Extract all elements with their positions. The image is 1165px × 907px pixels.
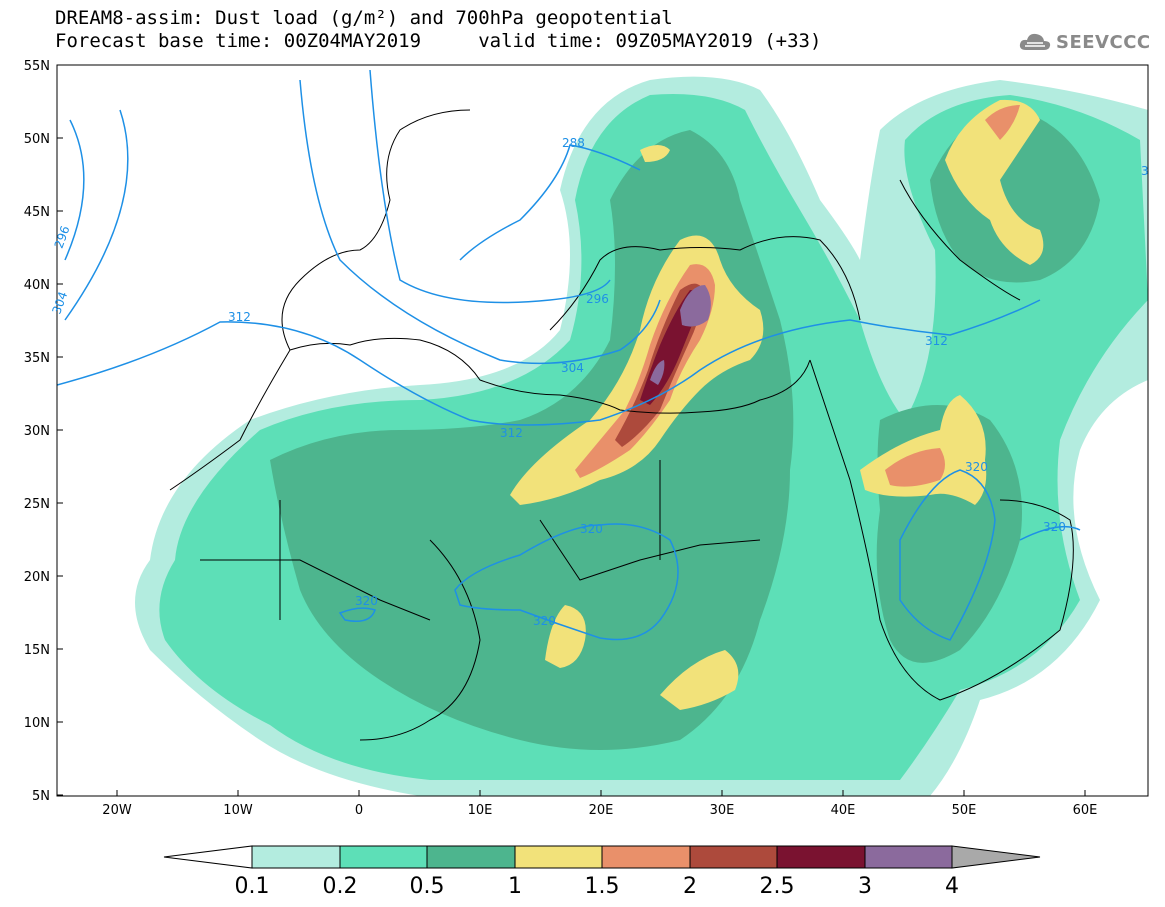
legend-label: 0.2 <box>323 874 358 899</box>
longitude-axis <box>116 790 1086 796</box>
contour-label: 296 <box>586 292 609 306</box>
lat-label: 20N <box>24 570 50 585</box>
lat-label: 5N <box>32 789 50 804</box>
lon-label: 10E <box>468 803 493 818</box>
legend-swatch <box>426 845 516 869</box>
coastlines <box>169 109 1074 741</box>
legend-swatch <box>864 845 953 869</box>
contour-label: 320 <box>355 594 378 608</box>
contour-label: 320 <box>580 522 603 536</box>
dust-field-1-hungary <box>640 145 670 162</box>
contour-label: 304 <box>561 361 584 375</box>
legend-swatch <box>514 845 603 869</box>
lat-label: 25N <box>24 497 50 512</box>
legend-label: 4 <box>945 874 959 899</box>
legend-swatch <box>601 845 691 869</box>
lon-label: 50E <box>952 803 977 818</box>
geopotential-contours <box>57 69 1081 641</box>
contour-labels: 296 304 312 288 296 304 312 312 320 320 … <box>49 136 1148 628</box>
lon-label: 10W <box>223 803 253 818</box>
lat-label: 50N <box>24 132 50 147</box>
lat-label: 15N <box>24 643 50 658</box>
dust-field-1.5-caspian <box>985 105 1020 140</box>
legend-arrow-high <box>951 845 1041 869</box>
lat-label: 30N <box>24 424 50 439</box>
lat-label: 35N <box>24 351 50 366</box>
contour-label: 288 <box>562 136 585 150</box>
legend-arrow-low <box>163 845 253 869</box>
dust-field-1-chad <box>660 650 739 710</box>
dust-field-3 <box>680 285 711 327</box>
legend-label: 3 <box>858 874 872 899</box>
map-title: DREAM8-assim: Dust load (g/m²) and 700hP… <box>55 7 673 29</box>
contour-label: 320 <box>1043 520 1066 534</box>
lat-label: 45N <box>24 205 50 220</box>
legend-label: 0.1 <box>235 874 270 899</box>
lon-label: 60E <box>1073 803 1098 818</box>
contour-label: 312 <box>228 310 251 324</box>
lon-label: 20E <box>589 803 614 818</box>
legend-swatch <box>776 845 866 869</box>
legend-swatch <box>689 845 778 869</box>
contour-label: 320 <box>533 614 556 628</box>
contour-label: 312 <box>500 426 523 440</box>
legend-label: 1.5 <box>585 874 620 899</box>
color-legend: 0.1 0.2 0.5 1 1.5 2 2.5 3 4 <box>163 845 1041 899</box>
lon-label: 20W <box>102 803 132 818</box>
contour-label: 320 <box>965 460 988 474</box>
lon-label: 0 <box>355 803 363 818</box>
latitude-axis <box>57 64 63 796</box>
legend-label: 2 <box>683 874 697 899</box>
contour-label: 312 <box>925 334 948 348</box>
legend-label: 0.5 <box>410 874 445 899</box>
dust-field-1-sahara <box>545 605 586 668</box>
map-area <box>57 65 1148 796</box>
lat-label: 10N <box>24 716 50 731</box>
seevccc-logo: SEEVCCC <box>1018 27 1151 57</box>
dust-field-1-caspian <box>945 99 1044 265</box>
lon-label: 30E <box>710 803 735 818</box>
lat-label: 40N <box>24 278 50 293</box>
longitude-labels: 20W 10W 0 10E 20E 30E 40E 50E 60E <box>102 803 1097 818</box>
latitude-labels: 55N 50N 45N 40N 35N 30N 25N 20N 15N 10N … <box>24 59 50 804</box>
cloud-logo-icon <box>1019 33 1051 50</box>
contour-label: 3 <box>1141 164 1149 178</box>
dust-field-3b <box>650 360 665 385</box>
forecast-times: Forecast base time: 00Z04MAY2019 valid t… <box>55 30 822 52</box>
legend-label: 1 <box>508 874 522 899</box>
legend-label: 2.5 <box>760 874 795 899</box>
dust-field-1.5-gulf <box>885 448 945 487</box>
logo-text: SEEVCCC <box>1056 31 1151 53</box>
legend-swatch <box>339 845 428 869</box>
lat-label: 55N <box>24 59 50 74</box>
legend-swatch <box>251 845 341 869</box>
dust-fields <box>135 76 1148 796</box>
lon-label: 40E <box>831 803 856 818</box>
